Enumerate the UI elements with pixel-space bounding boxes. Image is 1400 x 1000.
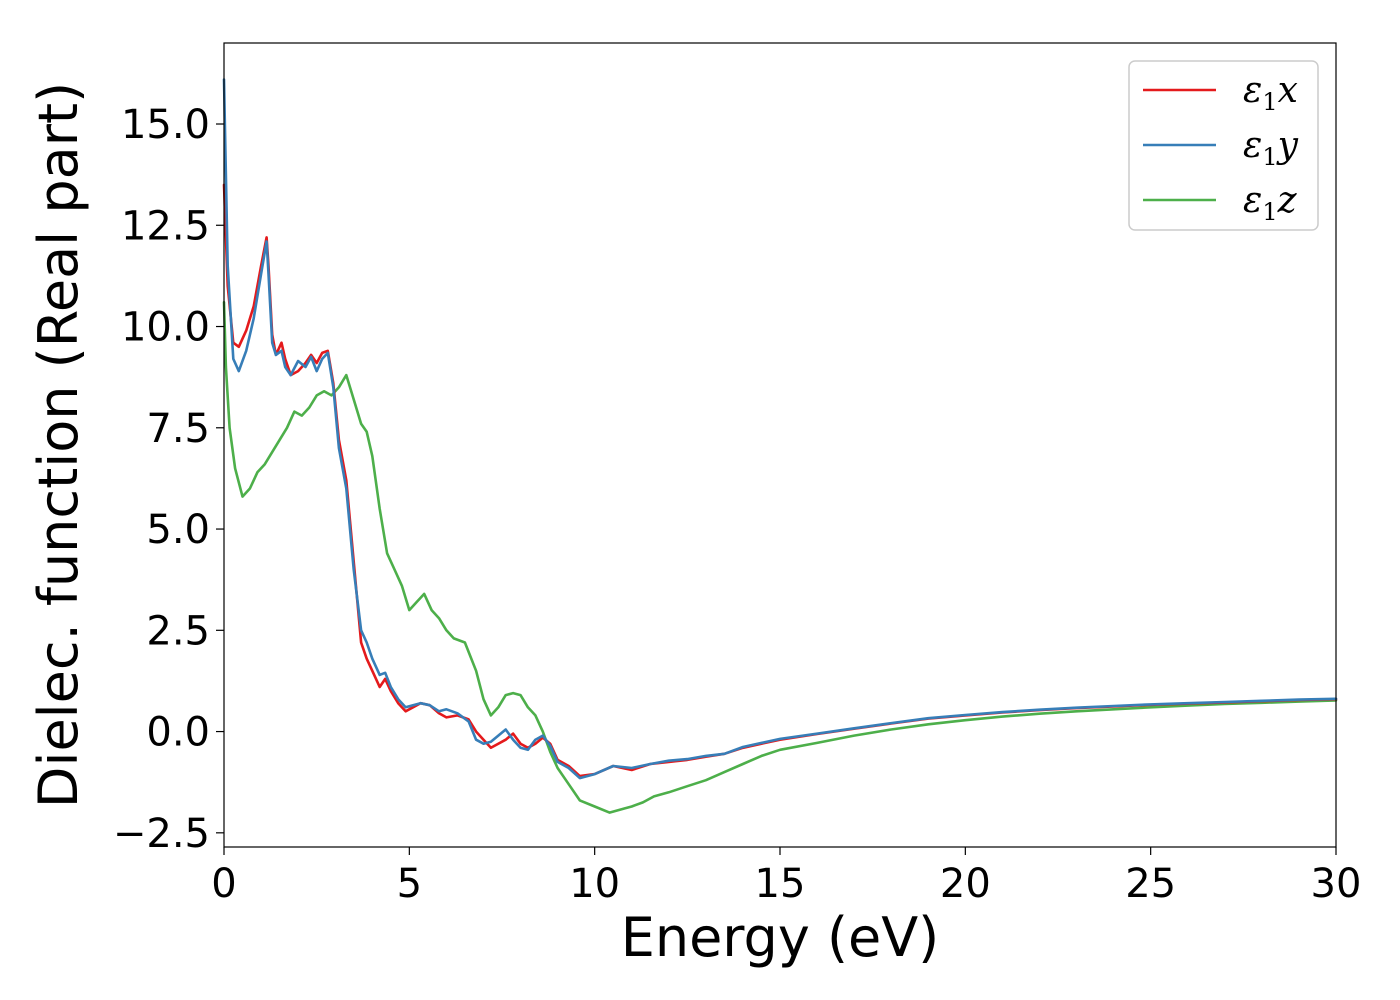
- x-tick-label: 0: [211, 861, 236, 907]
- legend-component: x: [1278, 70, 1298, 111]
- y-tick-label: 7.5: [146, 406, 210, 452]
- x-tick-label: 15: [755, 861, 806, 907]
- y-tick-label: 12.5: [121, 203, 210, 249]
- y-axis-label: Dielec. function (Real part): [27, 82, 90, 808]
- legend-subscript: 1: [1262, 143, 1277, 171]
- y-tick-label: 15.0: [121, 102, 210, 148]
- series-layer: [222, 78, 1338, 814]
- legend-subscript: 1: [1262, 198, 1277, 226]
- x-tick-label: 25: [1125, 861, 1176, 907]
- y-axis-ticks: −2.5 0.0 2.5 5.0 7.5 10.0 12.5 15.0: [113, 102, 224, 857]
- y-tick-label: 0.0: [146, 710, 210, 756]
- y-tick-label: 5.0: [146, 507, 210, 553]
- legend-symbol: ε: [1243, 70, 1262, 111]
- legend-entry-z: ε1z: [1243, 180, 1298, 226]
- x-axis-label: Energy (eV): [621, 906, 940, 969]
- x-tick-label: 30: [1311, 861, 1362, 907]
- legend-component: z: [1277, 180, 1298, 221]
- legend-component: y: [1276, 125, 1299, 166]
- y-tick-label: 10.0: [121, 305, 210, 351]
- x-tick-label: 10: [569, 861, 620, 907]
- legend-entry-x: ε1x: [1243, 70, 1298, 116]
- y-tick-label: −2.5: [113, 811, 210, 857]
- x-axis-ticks: 0 5 10 15 20 25 30: [211, 847, 1361, 907]
- x-tick-label: 20: [940, 861, 991, 907]
- series-line-y: [222, 78, 1338, 780]
- x-tick-label: 5: [397, 861, 422, 907]
- legend-entry-y: ε1y: [1243, 125, 1299, 171]
- y-tick-label: 2.5: [146, 608, 210, 654]
- series-line-z: [222, 300, 1338, 814]
- legend-symbol: ε: [1243, 125, 1262, 166]
- legend-symbol: ε: [1243, 180, 1262, 221]
- legend-box: [1128, 60, 1319, 231]
- legend-subscript: 1: [1262, 88, 1277, 116]
